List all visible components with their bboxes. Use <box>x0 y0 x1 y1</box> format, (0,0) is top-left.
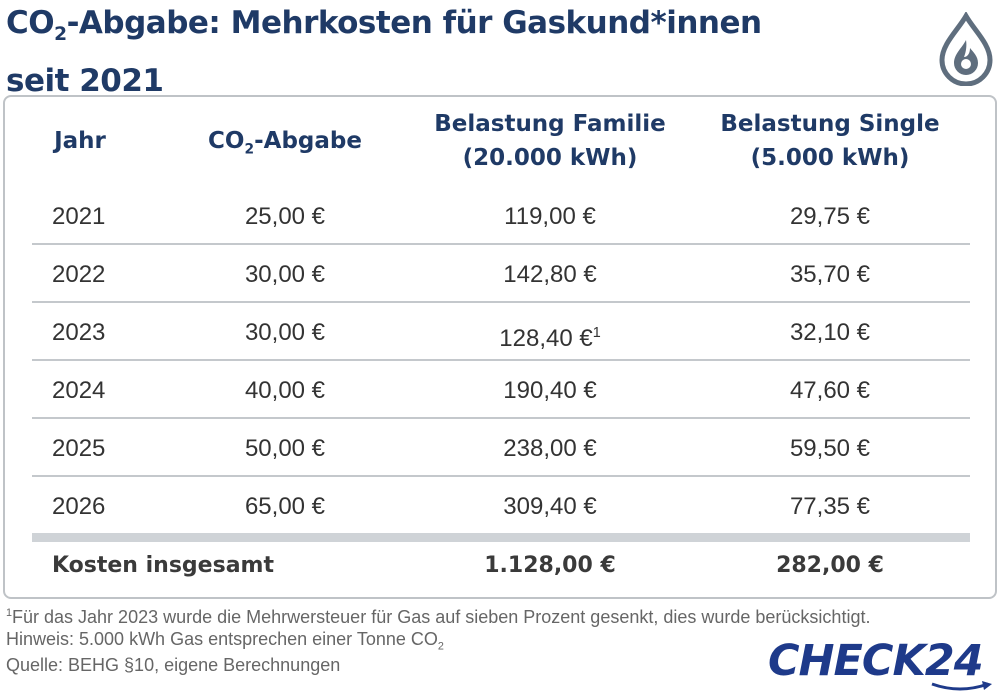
header-belastung-single: Belastung Single (5.000 kWh) <box>720 111 940 171</box>
header-belastung-familie: Belastung Familie (20.000 kWh) <box>434 111 666 171</box>
cell-familie: 190,40 € <box>503 377 597 404</box>
cell-single: 32,10 € <box>789 319 871 346</box>
footnote-mark: 1 <box>592 325 601 341</box>
cell-jahr: 2023 <box>52 319 106 346</box>
cell-jahr: 2021 <box>52 203 106 230</box>
cell-familie: 238,00 € <box>503 435 597 462</box>
footnote-quelle: Quelle: BEHG §10, eigene Berechnungen <box>6 655 341 675</box>
cell-abgabe: 50,00 € <box>244 435 326 462</box>
gas-flame-drop-icon <box>936 10 996 87</box>
cell-familie: 128,40 €1 <box>499 325 601 352</box>
row-divider <box>32 359 970 361</box>
cell-single: 35,70 € <box>789 261 871 288</box>
cell-single: 29,75 € <box>789 203 871 230</box>
total-familie: 1.128,00 € <box>484 553 616 578</box>
footnote-hinweis: Hinweis: 5.000 kWh Gas entsprechen einer… <box>6 629 444 653</box>
table-panel <box>3 95 997 599</box>
total-divider <box>32 533 970 542</box>
row-divider <box>32 301 970 303</box>
cell-abgabe: 65,00 € <box>244 493 326 520</box>
cell-single: 59,50 € <box>789 435 871 462</box>
cell-single: 77,35 € <box>789 493 871 520</box>
cell-jahr: 2025 <box>52 435 106 462</box>
row-divider <box>32 243 970 245</box>
row-divider <box>32 475 970 477</box>
cell-abgabe: 25,00 € <box>244 203 326 230</box>
check24-logo: CHECK24 <box>768 636 994 694</box>
title-line-1: CO2-Abgabe: Mehrkosten für Gaskund*innen <box>6 0 906 58</box>
title-text: -Abgabe: Mehrkosten für Gaskund*innen <box>66 5 763 41</box>
header-jahr: Jahr <box>54 128 106 154</box>
header-co2-abgabe: CO2-Abgabe <box>208 128 362 158</box>
total-label: Kosten insgesamt <box>52 553 274 578</box>
title-co: CO <box>6 5 55 41</box>
cell-familie: 142,80 € <box>503 261 597 288</box>
cell-familie: 309,40 € <box>503 493 597 520</box>
cell-single: 47,60 € <box>789 377 871 404</box>
cell-abgabe: 30,00 € <box>244 319 326 346</box>
cell-familie: 119,00 € <box>504 203 596 230</box>
title-co-subscript: 2 <box>54 24 67 46</box>
total-single: 282,00 € <box>776 553 884 578</box>
cell-abgabe: 30,00 € <box>244 261 326 288</box>
cell-jahr: 2024 <box>52 377 106 404</box>
footnote-1: 1Für das Jahr 2023 wurde die Mehrwersteu… <box>6 607 871 627</box>
page-title: CO2-Abgabe: Mehrkosten für Gaskund*innen… <box>6 0 906 104</box>
cell-abgabe: 40,00 € <box>244 377 326 404</box>
title-line-2: seit 2021 <box>6 63 164 100</box>
logo-swoosh-icon <box>931 681 992 691</box>
row-divider <box>32 417 970 419</box>
cell-jahr: 2026 <box>52 493 106 520</box>
cell-jahr: 2022 <box>52 261 106 288</box>
